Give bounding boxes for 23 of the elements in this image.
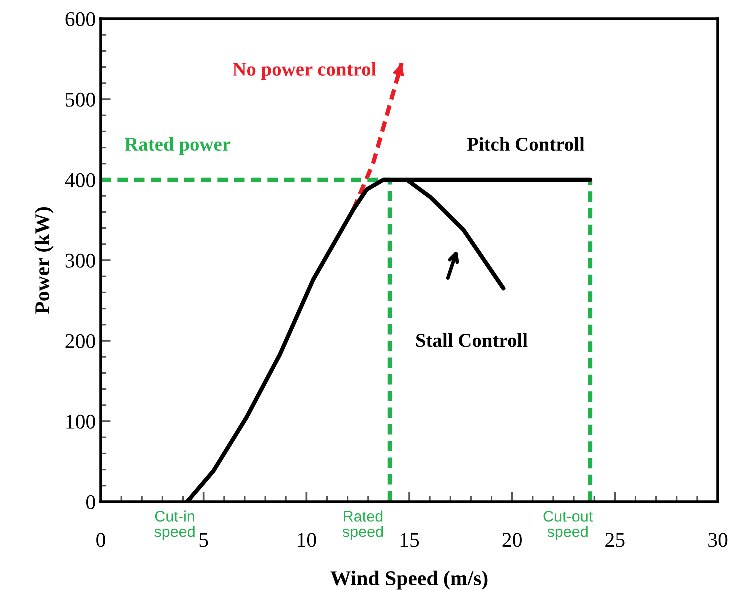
x-tick-label: 10	[298, 533, 316, 548]
annotation: Stall Controll	[416, 334, 528, 348]
y-axis-title: Power (kW)	[34, 208, 54, 314]
y-tick-label: 600	[66, 12, 96, 26]
annotation: No power control	[233, 62, 376, 80]
x-tick-label: 15	[400, 533, 420, 548]
text: Cut-out speed	[544, 511, 594, 540]
x-tick-label: 0	[96, 533, 106, 548]
x-axis-title: Wind Speed (m/s)	[330, 570, 488, 590]
annotation: Pitch Controll	[467, 137, 585, 152]
x-tick-label: 30	[708, 533, 728, 548]
y-tick-label: 300	[66, 254, 96, 268]
x-tick-label: 25	[606, 533, 625, 548]
y-tick-label: 400	[65, 173, 96, 188]
text: Rated speed	[342, 510, 384, 540]
y-tick-label: 0	[86, 495, 96, 510]
y-tick-label: 200	[66, 334, 96, 348]
y-tick-label: 500	[66, 92, 96, 107]
text: Cut-in speed	[154, 510, 195, 540]
x-tick-label: 20	[502, 533, 522, 548]
y-tick-label: 100	[66, 414, 96, 429]
annotation: Rated power	[124, 137, 231, 155]
x-tick-label: 5	[200, 533, 208, 548]
